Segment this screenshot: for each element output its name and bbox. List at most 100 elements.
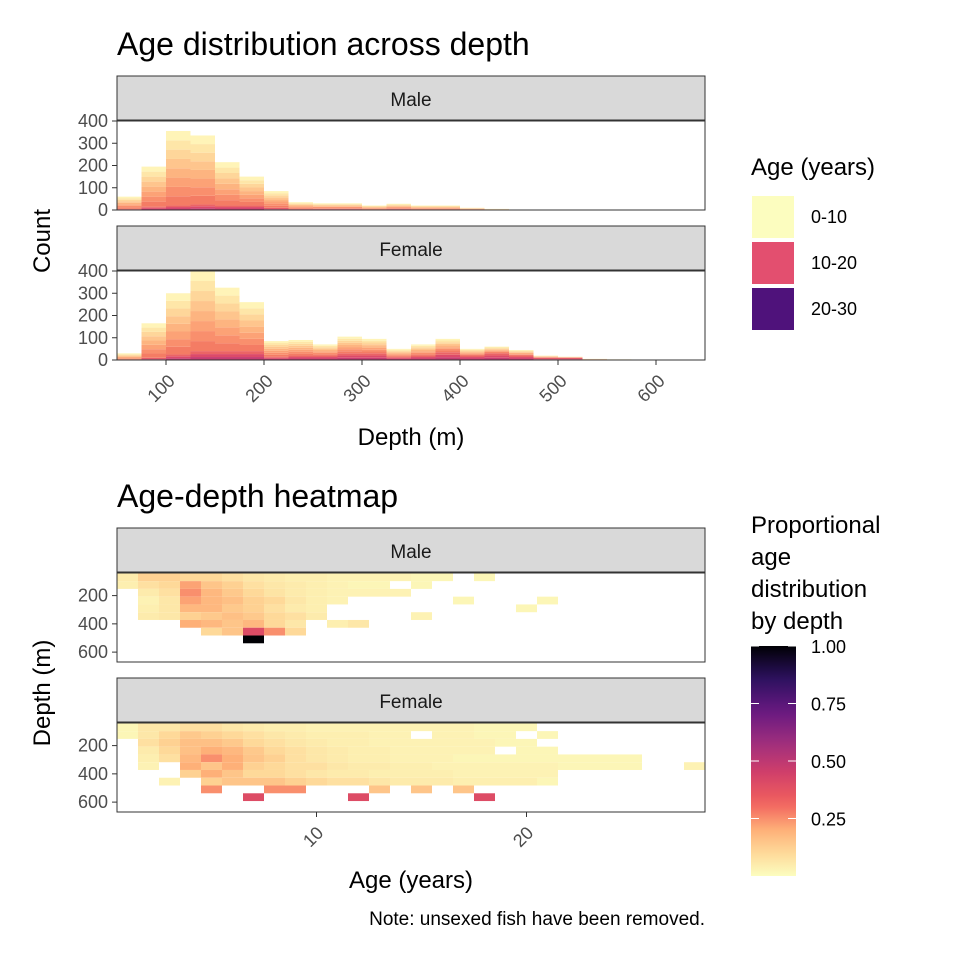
histogram-bar-segment (117, 357, 142, 358)
heatmap-cell (159, 723, 180, 731)
heatmap-cell (138, 573, 159, 581)
heatmap-cell (222, 739, 243, 747)
legend-title-line: distribution (751, 576, 867, 603)
histogram-bar-segment (264, 357, 289, 358)
histogram-bar-segment (142, 359, 167, 360)
heatmap-cell (159, 581, 180, 589)
heatmap-cell (474, 754, 495, 762)
heatmap-cell (600, 762, 621, 770)
histogram-bar-segment (338, 341, 363, 343)
histogram-bar-segment (338, 343, 363, 345)
histogram-bar-segment (142, 323, 167, 327)
heatmap-cell (159, 778, 180, 786)
histogram-bar-segment (387, 357, 412, 358)
histogram-bar-segment (166, 356, 191, 358)
heatmap-cell (243, 573, 264, 581)
heatmap-cell (327, 770, 348, 778)
histogram-bar-segment (240, 195, 265, 199)
histogram-bar-segment (387, 204, 412, 205)
histogram-bar-segment (387, 355, 412, 356)
histogram-bar-segment (215, 162, 240, 167)
histogram-bar-segment (264, 353, 289, 355)
heatmap-cell (558, 762, 579, 770)
histogram-bar-segment (338, 205, 363, 206)
heatmap-cell (390, 762, 411, 770)
histogram-bar-segment (240, 302, 265, 308)
histogram-bar-segment (191, 196, 216, 205)
histogram-bar-segment (191, 135, 216, 144)
legend-title-line: age (751, 544, 791, 571)
heatmap-cell (327, 778, 348, 786)
heatmap-cell (537, 778, 558, 786)
histogram-bar-segment (411, 354, 436, 355)
histogram-bar-segment (436, 341, 461, 343)
histogram-bar-segment (215, 207, 240, 208)
histogram-bar-segment (436, 347, 461, 349)
heatmap-cell (390, 739, 411, 747)
histogram-bar-segment (117, 198, 142, 200)
histogram-bar-segment (264, 347, 289, 349)
histogram-bar-segment (338, 356, 363, 358)
legend-swatch (752, 196, 794, 238)
histogram-bar-segment (387, 350, 412, 351)
histogram-bar-segment (240, 206, 265, 207)
heatmap-cell (474, 723, 495, 731)
histogram-bar-segment (191, 153, 216, 162)
histogram-bar-segment (215, 206, 240, 207)
heatmap-cell (453, 786, 474, 794)
histogram-bar-segment (387, 358, 412, 359)
histogram-bar-segment (215, 319, 240, 327)
histogram-bar-segment (313, 356, 338, 357)
histogram-bar-segment (436, 342, 461, 344)
histogram-bar-segment (240, 351, 265, 354)
heatmap-cell (390, 778, 411, 786)
heatmap-cell (327, 723, 348, 731)
histogram-bar-segment (485, 347, 510, 348)
heatmap-cell (453, 597, 474, 605)
y-tick-label: 200 (78, 736, 108, 756)
histogram-bar-segment (509, 357, 534, 358)
heatmap-cell (180, 612, 201, 620)
heatmap-cell (285, 573, 306, 581)
heatmap-cell (264, 770, 285, 778)
y-tick-label: 300 (78, 133, 108, 153)
heatmap-cell (327, 573, 348, 581)
histogram-bar-segment (142, 341, 167, 345)
heatmap-cell (138, 589, 159, 597)
histogram-bar-segment (215, 296, 240, 304)
histogram-bar-segment (191, 321, 216, 331)
heatmap-cell (474, 739, 495, 747)
histogram-bar-segment (313, 347, 338, 348)
heatmap-cell (201, 786, 222, 794)
heatmap-cell (159, 731, 180, 739)
histogram-bar-segment (362, 341, 387, 343)
histogram-bar-segment (534, 358, 559, 359)
histogram-bar-segment (166, 293, 191, 301)
heatmap-cell (516, 762, 537, 770)
histogram-bar-segment (289, 205, 314, 206)
histogram-bar-segment (264, 204, 289, 206)
histogram-bar-segment (485, 347, 510, 348)
histogram-bar-segment (215, 335, 240, 343)
colorbar-tick-label: 1.00 (811, 637, 846, 657)
heatmap-cell (453, 754, 474, 762)
heatmap-cell (285, 589, 306, 597)
histogram-bar-segment (313, 353, 338, 354)
histogram-bar-segment (387, 353, 412, 354)
histogram-bar-segment (117, 354, 142, 355)
heatmap-cell (537, 770, 558, 778)
histogram-bar-segment (387, 204, 412, 205)
histogram-bar-segment (362, 352, 387, 354)
histogram-bar-segment (240, 198, 265, 202)
heatmap-cell (264, 747, 285, 755)
heatmap-cell (432, 573, 453, 581)
histogram-bar-segment (142, 336, 167, 340)
histogram-bar-segment (485, 350, 510, 351)
histogram-bar-segment (289, 357, 314, 358)
histogram-bar-segment (240, 308, 265, 314)
histogram-bar-segment (509, 356, 534, 357)
histogram-bar-segment (264, 202, 289, 204)
histogram-bar-segment (117, 353, 142, 354)
histogram-bar-segment (289, 204, 314, 205)
histogram-bar-segment (313, 207, 338, 208)
